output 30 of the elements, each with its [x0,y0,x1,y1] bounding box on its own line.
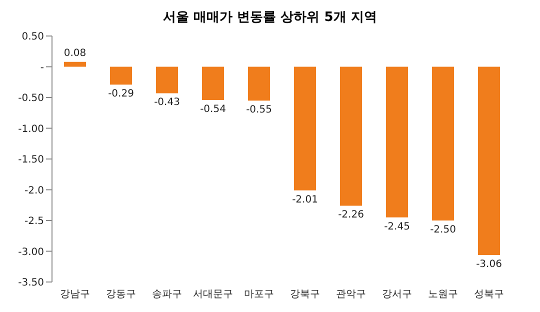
data-label: -2.01 [292,194,318,206]
data-label: -2.26 [338,210,364,221]
x-tick-label: 노원구 [428,289,458,300]
x-tick-label: 강남구 [60,289,90,300]
y-tick-label: - [40,62,44,74]
y-tick-label: 0.50 [22,32,44,43]
x-tick-label: 강동구 [106,289,136,300]
x-tick-label: 송파구 [152,289,182,300]
data-label: -3.06 [476,258,502,270]
y-tick-label: -1.00 [18,124,44,135]
data-label: -2.45 [384,221,410,232]
data-label: -0.29 [108,88,134,100]
x-tick-label: 관악구 [336,289,366,300]
chart-title: 서울 매매가 변동률 상하위 5개 지역 [162,9,378,27]
x-tick-label: 강북구 [290,289,320,300]
y-tick-label: -3.00 [18,246,44,258]
y-tick-label: -1.50 [18,154,44,166]
x-tick-label: 마포구 [244,289,274,300]
data-label: -2.50 [430,224,456,236]
y-tick-label: -2.0 [24,185,44,196]
y-tick-label: -0.50 [18,93,44,104]
data-label: 0.08 [64,48,86,59]
x-tick-label: 강서구 [382,289,412,300]
x-tick-label: 성북구 [474,289,504,300]
data-label: -0.55 [246,104,272,116]
y-tick-label: -2.5 [24,216,44,228]
x-tick-label: 서대문구 [193,289,233,300]
data-label: -0.43 [154,97,180,108]
data-label: -0.54 [200,104,226,115]
y-tick-label: -3.50 [18,278,44,289]
